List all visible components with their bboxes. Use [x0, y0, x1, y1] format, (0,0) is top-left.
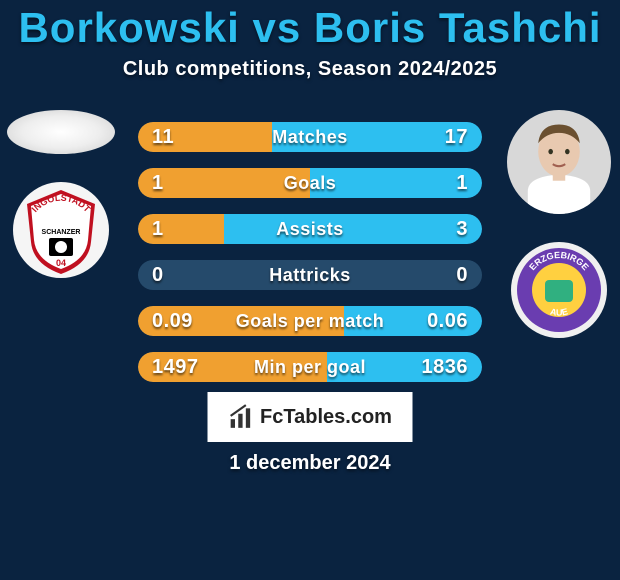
stat-value-right: 17	[445, 126, 468, 149]
bar-left-fill	[138, 214, 224, 244]
stat-label: Matches	[272, 127, 348, 148]
stat-value-left: 11	[152, 126, 174, 149]
subtitle: Club competitions, Season 2024/2025	[0, 58, 620, 81]
stat-row: 11 Matches 17	[138, 122, 482, 152]
club-right-badge: ERZGEBIRGE AUE	[507, 238, 611, 342]
right-column: ERZGEBIRGE AUE	[504, 110, 614, 342]
stat-value-right: 3	[456, 218, 468, 241]
stat-row: 1497 Min per goal 1836	[138, 352, 482, 382]
stat-row: 0.09 Goals per match 0.06	[138, 306, 482, 336]
stat-value-right: 1	[456, 172, 468, 195]
stat-row: 0 Hattricks 0	[138, 260, 482, 290]
stat-label: Goals per match	[236, 311, 385, 332]
branding-badge: FcTables.com	[208, 392, 413, 442]
stat-rows: 11Matches171Goals11Assists30Hattricks00.…	[138, 122, 482, 382]
branding-text: FcTables.com	[260, 406, 392, 429]
stat-label: Hattricks	[269, 265, 351, 286]
svg-text:04: 04	[56, 258, 66, 268]
stat-label: Min per goal	[254, 357, 366, 378]
chart-icon	[228, 404, 254, 430]
stat-row: 1 Goals 1	[138, 168, 482, 198]
bar-right-fill	[224, 214, 482, 244]
stat-value-left: 1	[152, 172, 164, 195]
stat-value-left: 0.09	[152, 310, 193, 333]
stat-value-left: 1497	[152, 356, 199, 379]
date-text: 1 december 2024	[0, 452, 620, 475]
stat-label: Assists	[276, 219, 344, 240]
svg-text:AUE: AUE	[549, 306, 569, 317]
stat-row: 1 Assists 3	[138, 214, 482, 244]
player-right-avatar	[507, 110, 611, 214]
player-left-avatar	[7, 110, 115, 154]
page-title: Borkowski vs Boris Tashchi	[0, 0, 620, 52]
stat-value-right: 0.06	[427, 310, 468, 333]
stat-value-right: 1836	[422, 356, 469, 379]
stat-label: Goals	[284, 173, 337, 194]
stat-value-left: 0	[152, 264, 164, 287]
club-left-badge: INGOLSTADT SCHANZER 04	[9, 178, 113, 282]
svg-text:SCHANZER: SCHANZER	[42, 229, 81, 236]
stat-value-left: 1	[152, 218, 164, 241]
left-column: INGOLSTADT SCHANZER 04	[6, 110, 116, 282]
stat-value-right: 0	[456, 264, 468, 287]
